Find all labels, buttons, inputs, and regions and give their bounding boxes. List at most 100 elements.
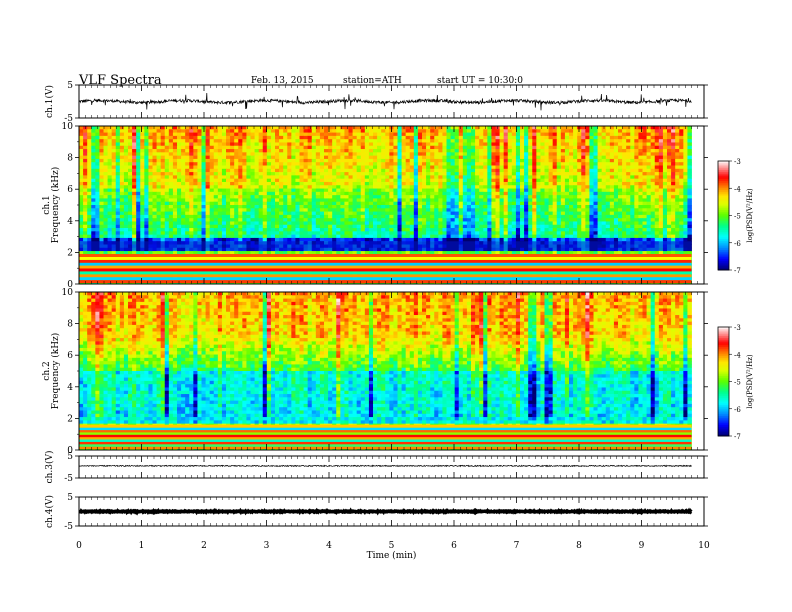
ch1-spectrogram-cell bbox=[585, 211, 590, 216]
ch1-spectrogram-cell bbox=[671, 126, 676, 130]
ch1-spectrogram-cell bbox=[524, 191, 529, 196]
ch1-spectrogram-cell bbox=[405, 172, 411, 176]
ch1-spectrogram-cell bbox=[336, 218, 341, 222]
ch1-spectrogram-cell bbox=[250, 198, 255, 203]
ch1-spectrogram-cell bbox=[430, 224, 435, 229]
ch1-spectrogram-cell bbox=[213, 211, 219, 216]
ch1-spectrogram-cell bbox=[458, 135, 464, 140]
ch1-spectrogram-cell bbox=[377, 155, 382, 160]
ch1-spectrogram-cell bbox=[569, 214, 574, 219]
ch1-spectrogram-cell bbox=[422, 129, 427, 133]
ch1-spectrogram-cell bbox=[311, 191, 317, 196]
ch1-spectrogram-cell bbox=[315, 132, 321, 137]
ch1-spectrogram-cell bbox=[540, 185, 545, 189]
ch1-spectrogram-cell bbox=[577, 142, 582, 147]
ch1-spectrogram-cell bbox=[622, 132, 627, 137]
ch1-spectrogram-cell bbox=[234, 129, 239, 133]
ch1-spectrogram-cell bbox=[217, 149, 223, 153]
ch1-spectrogram-cell bbox=[221, 214, 227, 219]
ch1-spectrogram-cell bbox=[136, 165, 141, 170]
ch1-spectrogram-cell bbox=[197, 188, 202, 193]
ch1-spectrogram-cell bbox=[344, 224, 349, 229]
ch1-spectrogram-cell bbox=[532, 188, 537, 193]
ch1-spectrogram-cell bbox=[189, 208, 194, 212]
ch1-spectrogram-cell bbox=[532, 208, 537, 212]
ch1-spectrogram-cell bbox=[119, 139, 125, 143]
ch1-spectrogram-cell bbox=[111, 224, 117, 229]
ch1-spectrogram-cell bbox=[581, 195, 586, 199]
ch1-spectrogram-cell bbox=[258, 201, 264, 206]
ch1-spectrogram-cell bbox=[552, 145, 558, 150]
ch1-spectrogram-cell bbox=[454, 201, 460, 206]
ch1-spectrogram-cell bbox=[111, 208, 117, 212]
ch1-spectrogram-cell bbox=[556, 152, 562, 157]
ch1-spectrogram-cell bbox=[671, 168, 676, 173]
ch1-spectrogram-cell bbox=[291, 132, 296, 137]
ch1-spectrogram-cell bbox=[177, 214, 182, 219]
ch1-spectrogram-cell bbox=[107, 208, 113, 212]
ch1-spectrogram-cell bbox=[307, 135, 313, 140]
ch1-spectrogram-cell bbox=[226, 152, 231, 157]
ch1-spectrogram-cell bbox=[344, 218, 349, 222]
ch1-spectrogram-cell bbox=[601, 208, 607, 212]
ch1-spectrogram-cell bbox=[532, 162, 537, 166]
ch1-spectrogram-cell bbox=[434, 152, 439, 157]
ch1-spectrogram-cell bbox=[254, 142, 260, 147]
ch1-spectrogram-cell bbox=[589, 195, 594, 199]
ch1-spectrogram-cell bbox=[471, 211, 476, 216]
ch1-spectrogram-cell bbox=[360, 195, 366, 199]
ch1-spectrogram-cell bbox=[197, 158, 202, 163]
ch1-spectrogram-cell bbox=[336, 168, 341, 173]
ch1-spectrogram-cell bbox=[520, 211, 525, 216]
ch1-spectrogram-cell bbox=[634, 195, 639, 199]
ch1-spectrogram-cell bbox=[303, 214, 309, 219]
ch1-spectrogram-cell bbox=[181, 129, 186, 133]
ch1-spectrogram-cell bbox=[597, 218, 603, 222]
ch1-spectrogram-cell bbox=[573, 126, 578, 130]
ch1-spectrogram-cell bbox=[119, 175, 125, 180]
ch1-spectrogram-cell bbox=[164, 211, 170, 216]
ch1-spectrogram-cell bbox=[397, 191, 402, 196]
ch1-spectrogram-cell bbox=[679, 142, 684, 147]
ch1-spectrogram-cell bbox=[258, 168, 264, 173]
ch1-spectrogram-cell bbox=[295, 205, 300, 209]
ch1-spectrogram-cell bbox=[270, 188, 276, 193]
ch1-spectrogram-cell bbox=[221, 211, 227, 216]
ch1-spectrogram-cell bbox=[667, 132, 672, 137]
ch1-spectrogram-cell bbox=[275, 152, 280, 157]
ch1-spectrogram-cell bbox=[385, 224, 390, 229]
ch1-spectrogram-cell bbox=[618, 158, 623, 163]
ch1-spectrogram-cell bbox=[413, 211, 419, 216]
ch1-spectrogram-cell bbox=[511, 218, 517, 222]
ch1-spectrogram-cell bbox=[462, 155, 468, 160]
ch1-spectrogram-cell bbox=[344, 181, 349, 186]
ch1-spectrogram-cell bbox=[258, 208, 264, 212]
ch1-spectrogram-cell bbox=[573, 211, 578, 216]
ch1-spectrogram-cell bbox=[254, 178, 260, 183]
ch1-spectrogram-cell bbox=[99, 145, 104, 150]
ch1-spectrogram-cell bbox=[540, 155, 545, 160]
ch1-spectrogram-cell bbox=[687, 198, 692, 203]
ch1-spectrogram-cell bbox=[597, 221, 603, 226]
ch1-spectrogram-cell bbox=[234, 142, 239, 147]
ch1-spectrogram-cell bbox=[466, 181, 472, 186]
ch1-spectrogram-cell bbox=[462, 178, 468, 183]
ch1-spectrogram-cell bbox=[605, 178, 611, 183]
ch1-spectrogram-cell bbox=[111, 149, 117, 153]
ch1-spectrogram-cell bbox=[454, 165, 460, 170]
ch1-spectrogram-cell bbox=[373, 185, 378, 189]
ch1-spectrogram-cell bbox=[671, 214, 676, 219]
ch1-spectrogram-cell bbox=[560, 198, 566, 203]
ch1-spectrogram-cell bbox=[209, 135, 215, 140]
ch1-spectrogram-cell bbox=[356, 201, 362, 206]
ch1-spectrogram-cell bbox=[393, 158, 398, 163]
ch1-spectrogram-cell bbox=[348, 178, 353, 183]
ch1-spectrogram-cell bbox=[483, 172, 488, 176]
ch1-spectrogram-cell bbox=[389, 162, 394, 166]
ch1-spectrogram-cell bbox=[536, 142, 541, 147]
ch1-spectrogram-cell bbox=[389, 158, 394, 163]
ch1-spectrogram-cell bbox=[205, 135, 211, 140]
ch1-spectrogram-cell bbox=[197, 178, 202, 183]
ch1-spectrogram-cell bbox=[422, 152, 427, 157]
ch1-spectrogram-cell bbox=[667, 152, 672, 157]
